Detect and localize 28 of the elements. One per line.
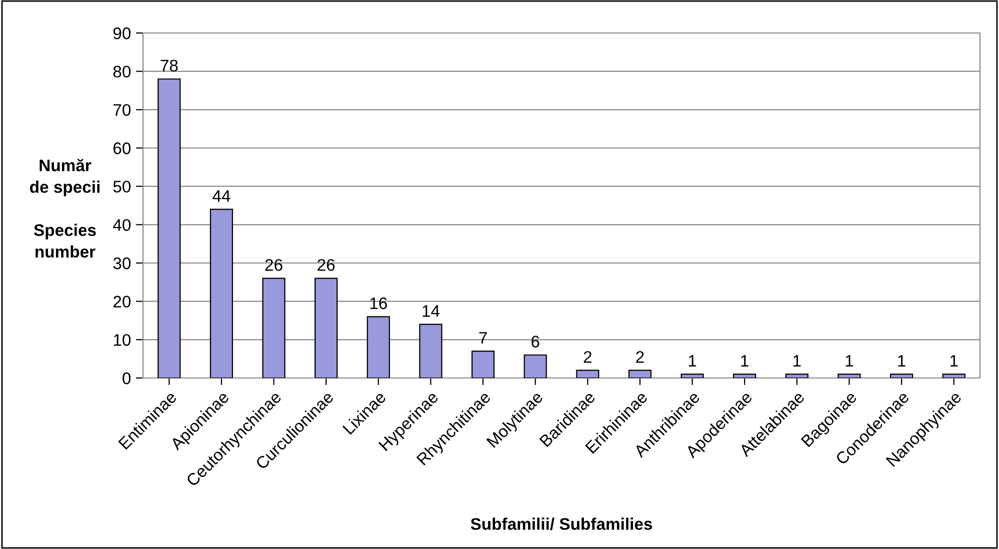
data-label: 1 xyxy=(794,355,801,367)
y-tick-label: 70 xyxy=(114,104,131,116)
y-tick-label: 10 xyxy=(114,334,131,346)
data-label: 44 xyxy=(212,190,230,202)
text: Număr de specii Species number xyxy=(30,158,100,258)
data-label: 1 xyxy=(950,355,958,367)
data-label: 6 xyxy=(532,336,540,348)
y-tick-label: 0 xyxy=(122,372,131,384)
y-tick-label: 20 xyxy=(113,296,131,308)
data-label: 7 xyxy=(479,332,487,344)
data-label: 1 xyxy=(846,355,854,367)
data-label: 2 xyxy=(584,351,592,363)
data-label: 26 xyxy=(318,259,335,271)
data-label: 1 xyxy=(688,355,696,367)
data-label: 16 xyxy=(370,297,387,310)
data-label: 78 xyxy=(160,60,178,72)
y-tick-label: 30 xyxy=(113,257,131,270)
x-axis-title: Subfamilii/ Subfamilies xyxy=(470,518,652,530)
y-tick-label: 40 xyxy=(113,219,131,231)
data-label: 26 xyxy=(265,259,282,271)
y-tick-label: 90 xyxy=(113,27,131,40)
data-label: 2 xyxy=(636,351,644,363)
y-tick-label: 50 xyxy=(113,180,131,193)
y-tick-label: 60 xyxy=(114,142,131,154)
data-label: 14 xyxy=(422,305,440,317)
y-tick-label: 80 xyxy=(113,66,131,78)
data-label: 1 xyxy=(741,355,748,367)
data-label: 1 xyxy=(898,355,906,367)
